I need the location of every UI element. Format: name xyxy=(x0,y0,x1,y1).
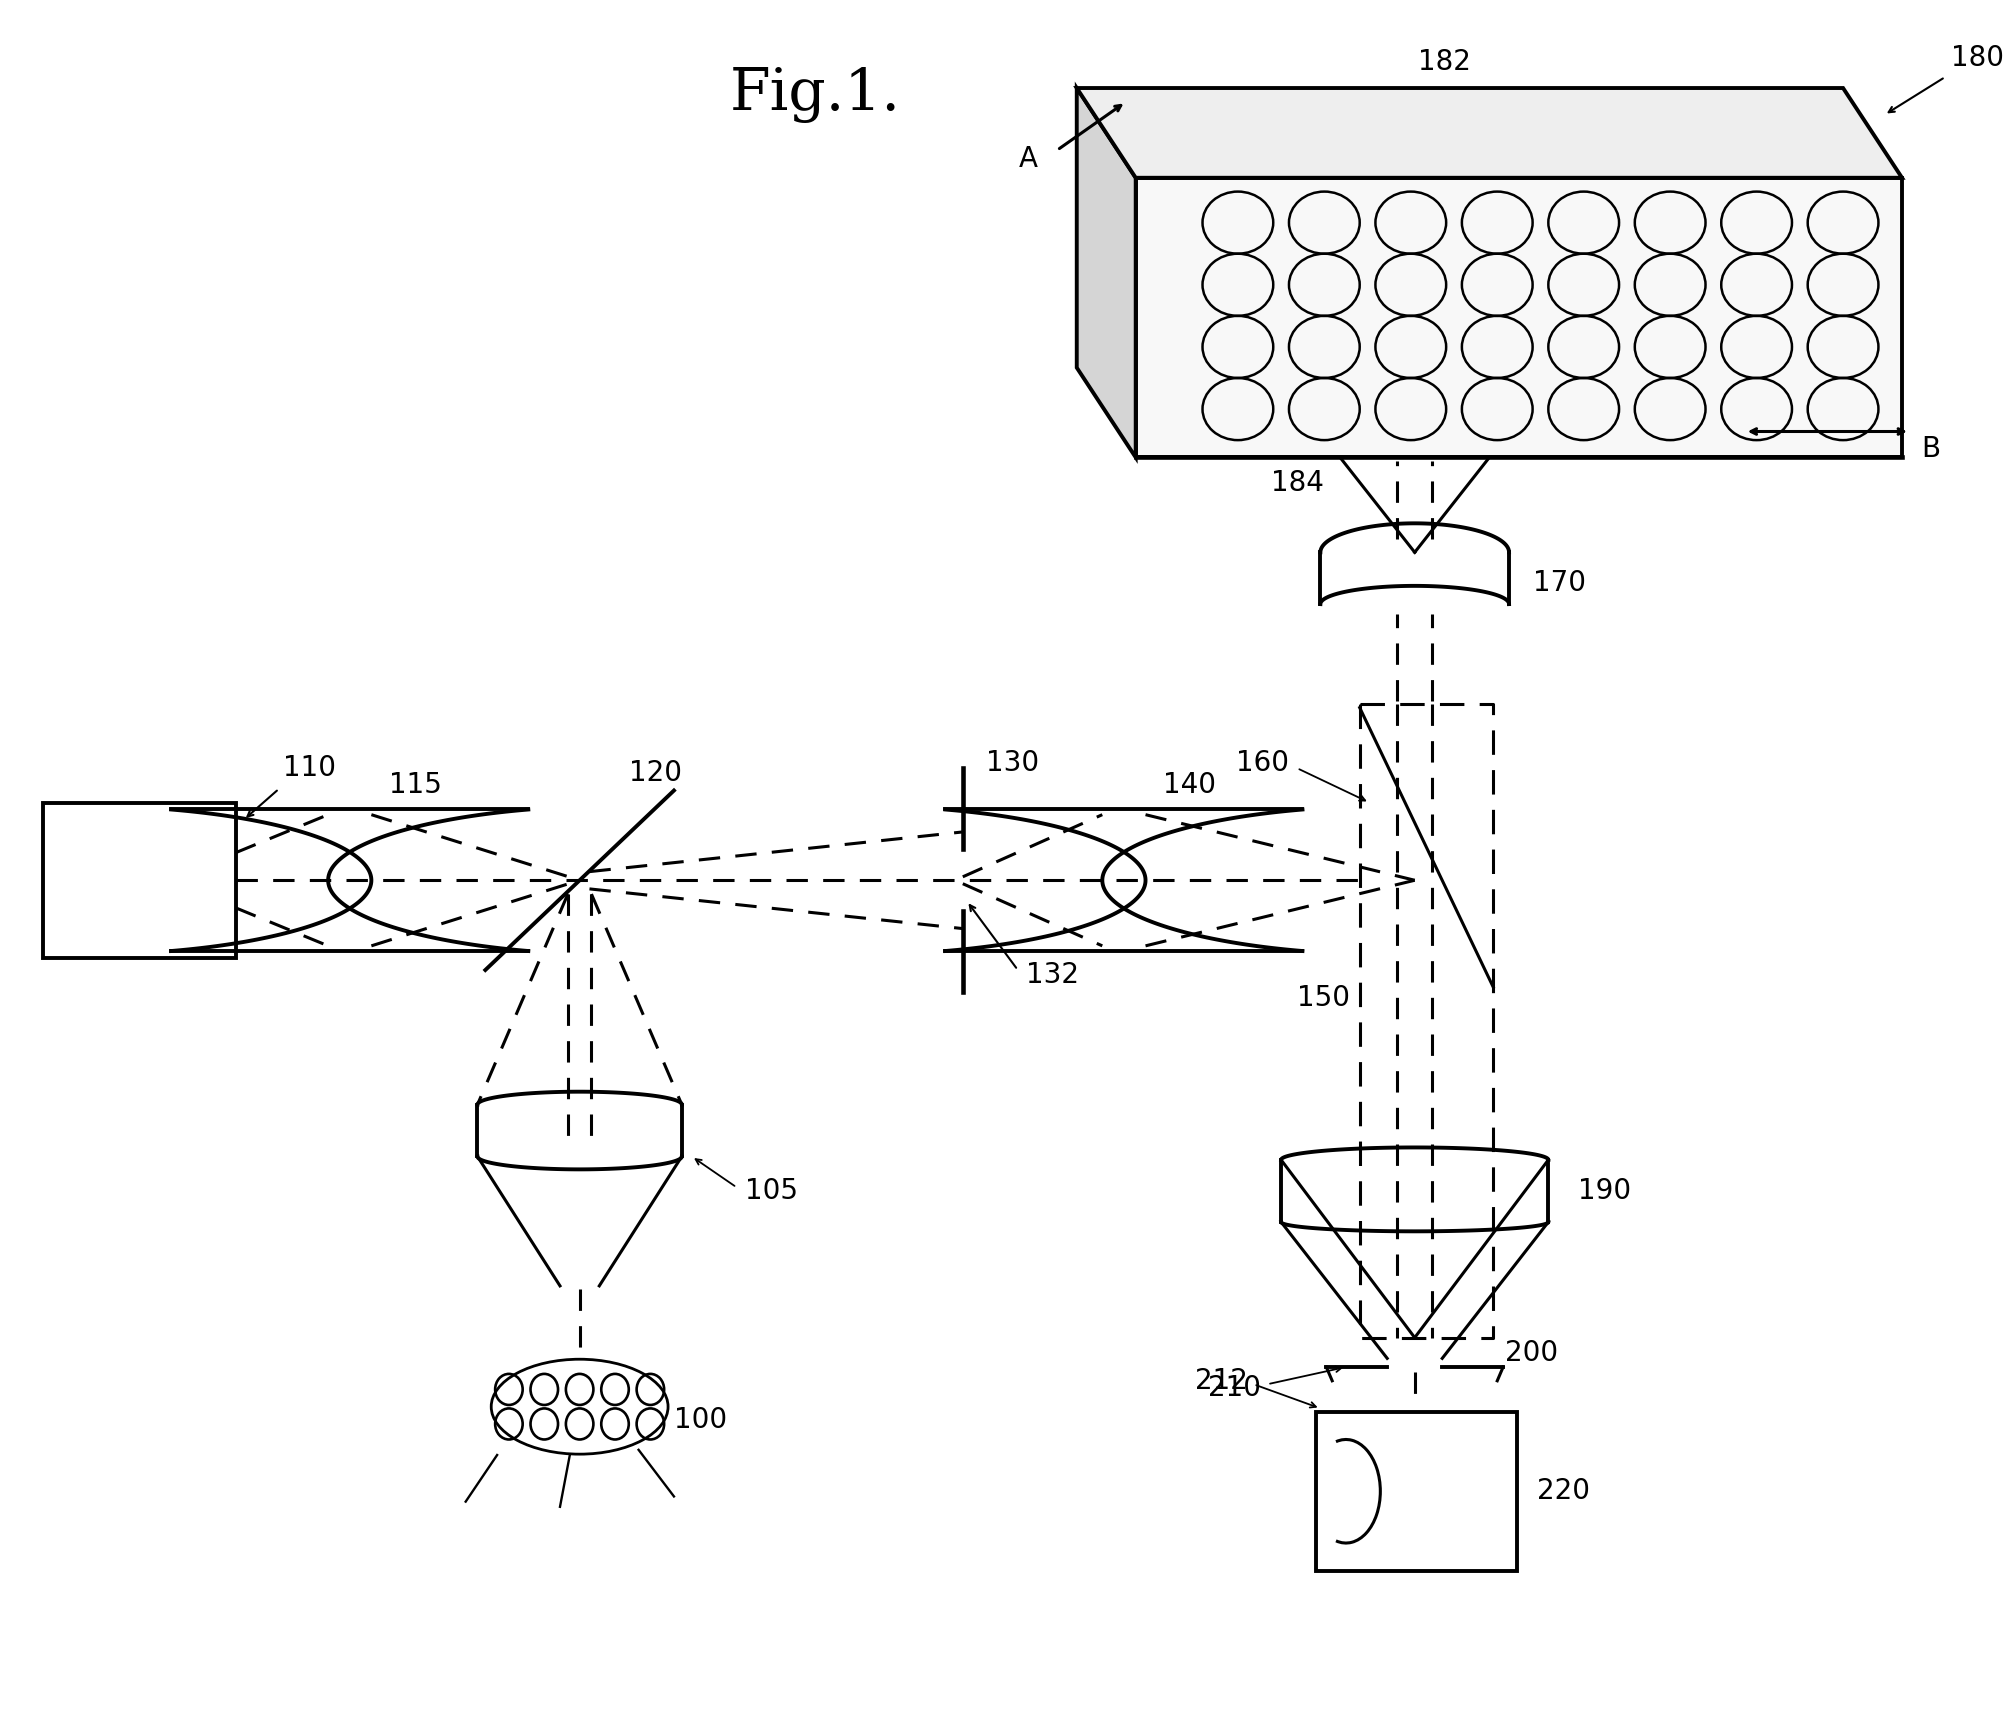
Text: 182: 182 xyxy=(1417,48,1471,76)
Polygon shape xyxy=(1136,178,1903,457)
Text: 190: 190 xyxy=(1578,1177,1632,1205)
Text: 105: 105 xyxy=(745,1177,797,1205)
Text: 115: 115 xyxy=(389,772,442,799)
Text: 130: 130 xyxy=(985,749,1040,777)
Text: 210: 210 xyxy=(1208,1374,1262,1402)
Text: 150: 150 xyxy=(1297,984,1351,1011)
Text: 140: 140 xyxy=(1164,772,1216,799)
Text: B: B xyxy=(1921,435,1941,463)
Text: 120: 120 xyxy=(628,759,682,787)
Text: 180: 180 xyxy=(1951,43,2005,72)
Text: 100: 100 xyxy=(674,1407,727,1434)
Polygon shape xyxy=(1078,88,1136,457)
FancyBboxPatch shape xyxy=(44,803,235,958)
Text: 170: 170 xyxy=(1533,570,1586,597)
Text: A: A xyxy=(1018,145,1038,173)
FancyBboxPatch shape xyxy=(1317,1412,1517,1571)
Polygon shape xyxy=(1078,88,1903,178)
Text: 220: 220 xyxy=(1537,1477,1590,1505)
Text: 200: 200 xyxy=(1505,1339,1557,1367)
Text: 184: 184 xyxy=(1272,469,1325,497)
Text: 110: 110 xyxy=(283,754,335,782)
Text: 212: 212 xyxy=(1194,1367,1248,1395)
Text: 132: 132 xyxy=(1026,961,1078,989)
Text: 160: 160 xyxy=(1236,749,1288,777)
Text: Fig.1.: Fig.1. xyxy=(731,67,901,123)
